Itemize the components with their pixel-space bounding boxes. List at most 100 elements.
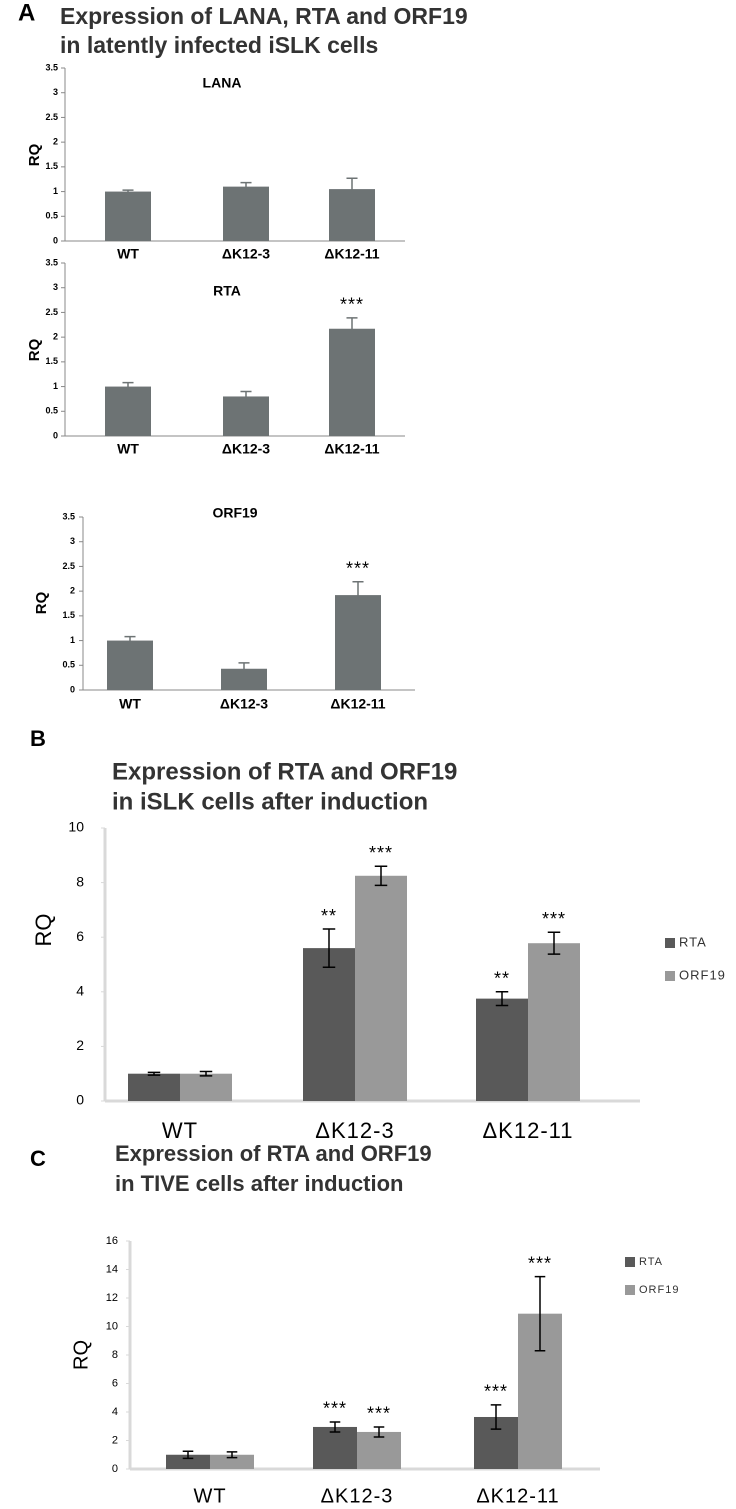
y-tick-label: 8 [112, 1349, 118, 1361]
y-tick-label: 16 [106, 1235, 118, 1247]
bar [105, 191, 151, 241]
legend-label: ORF19 [639, 1284, 679, 1296]
y-tick-label: 2 [70, 586, 75, 596]
y-tick-label: 1 [53, 381, 58, 391]
y-tick-label: 10 [68, 819, 84, 835]
y-tick-label: 10 [106, 1320, 118, 1332]
bar [329, 189, 375, 241]
panel-title: in latently infected iSLK cells [60, 32, 378, 58]
x-tick-label: ΔK12-11 [482, 1118, 573, 1143]
error-bar [495, 991, 509, 1007]
x-tick-label: ΔK12-3 [220, 696, 268, 712]
x-tick-label: ΔK12-11 [476, 1485, 559, 1507]
y-tick-label: 0 [112, 1463, 118, 1475]
bar [221, 668, 267, 690]
panel-letter: B [30, 726, 46, 751]
panel-title: in iSLK cells after induction [112, 788, 428, 815]
x-tick-label: ΔK12-11 [324, 441, 379, 457]
y-tick-label: 4 [112, 1406, 118, 1418]
y-tick-label: 0 [76, 1092, 84, 1108]
y-tick-label: 12 [106, 1292, 118, 1304]
x-tick-label: ΔK12-11 [330, 696, 385, 712]
y-tick-label: 3 [53, 282, 58, 292]
x-tick-label: WT [117, 441, 139, 457]
y-tick-label: 2.5 [45, 112, 58, 122]
y-tick-label: 2.5 [62, 561, 75, 571]
error-bar [182, 1450, 194, 1460]
y-tick-label: 0.5 [45, 406, 58, 416]
panel-title: Expression of RTA and ORF19 [115, 1141, 432, 1166]
y-tick-label: 0 [70, 684, 75, 694]
chart-title: RTA [213, 283, 241, 299]
y-tick-label: 0 [53, 430, 58, 440]
x-tick-label: ΔK12-3 [315, 1118, 394, 1143]
chart-title: LANA [203, 75, 242, 91]
legend-swatch [665, 971, 675, 981]
x-tick-label: ΔK12-3 [222, 441, 270, 457]
bar [335, 595, 381, 690]
y-tick-label: 14 [106, 1263, 118, 1275]
error-bar [547, 931, 561, 955]
bar [355, 875, 407, 1101]
error-bar [373, 1426, 385, 1438]
y-tick-label: 1.5 [45, 161, 58, 171]
y-tick-label: 3 [53, 87, 58, 97]
y-tick-label: 2 [112, 1434, 118, 1446]
significance-label: *** [528, 1253, 552, 1273]
significance-label: *** [367, 1404, 391, 1424]
error-bar [147, 1071, 161, 1076]
bar [210, 1454, 254, 1469]
panel-title: in TIVE cells after induction [115, 1171, 404, 1196]
y-tick-label: 3 [70, 536, 75, 546]
bar [105, 386, 151, 436]
y-tick-label: 0.5 [62, 660, 75, 670]
y-tick-label: 4 [76, 983, 84, 999]
x-tick-label: ΔK12-11 [324, 246, 379, 262]
bar [223, 396, 269, 436]
y-tick-label: 2 [53, 137, 58, 147]
y-tick-label: 3.5 [62, 511, 75, 521]
y-tick-label: 1.5 [45, 356, 58, 366]
error-bar [199, 1070, 213, 1077]
x-tick-label: ΔK12-3 [222, 246, 270, 262]
significance-label: *** [484, 1382, 508, 1402]
bar [329, 328, 375, 436]
bar [107, 640, 153, 690]
y-axis-label: RQ [26, 143, 43, 166]
panel-letter: A [18, 0, 35, 26]
x-tick-label: WT [193, 1485, 226, 1507]
bar [528, 943, 580, 1101]
significance-label: *** [346, 559, 370, 579]
error-bar [329, 1421, 341, 1433]
y-tick-label: 1 [53, 186, 58, 196]
significance-label: *** [340, 295, 364, 315]
bar [128, 1073, 180, 1101]
x-tick-label: ΔK12-3 [321, 1485, 394, 1507]
y-tick-label: 3.5 [45, 257, 58, 267]
y-tick-label: 8 [76, 873, 84, 889]
x-tick-label: WT [119, 696, 141, 712]
legend-label: RTA [679, 934, 707, 949]
error-bar [226, 1451, 238, 1459]
y-tick-label: 6 [76, 928, 84, 944]
legend-label: RTA [639, 1256, 663, 1268]
significance-label: *** [323, 1399, 347, 1419]
error-bar [534, 1275, 546, 1352]
bar [180, 1073, 232, 1101]
y-tick-label: 3.5 [45, 62, 58, 72]
legend-swatch [625, 1285, 635, 1295]
y-tick-label: 2 [76, 1037, 84, 1053]
y-tick-label: 0 [53, 235, 58, 245]
significance-label: *** [542, 909, 566, 929]
y-tick-label: 2.5 [45, 307, 58, 317]
y-axis-label: RQ [31, 914, 56, 947]
bar [166, 1454, 210, 1469]
y-tick-label: 0.5 [45, 211, 58, 221]
chart-title: ORF19 [212, 505, 257, 521]
panel-title: Expression of LANA, RTA and ORF19 [60, 3, 468, 29]
y-tick-label: 2 [53, 332, 58, 342]
panel-title: Expression of RTA and ORF19 [112, 758, 457, 785]
y-tick-label: 1 [70, 635, 75, 645]
